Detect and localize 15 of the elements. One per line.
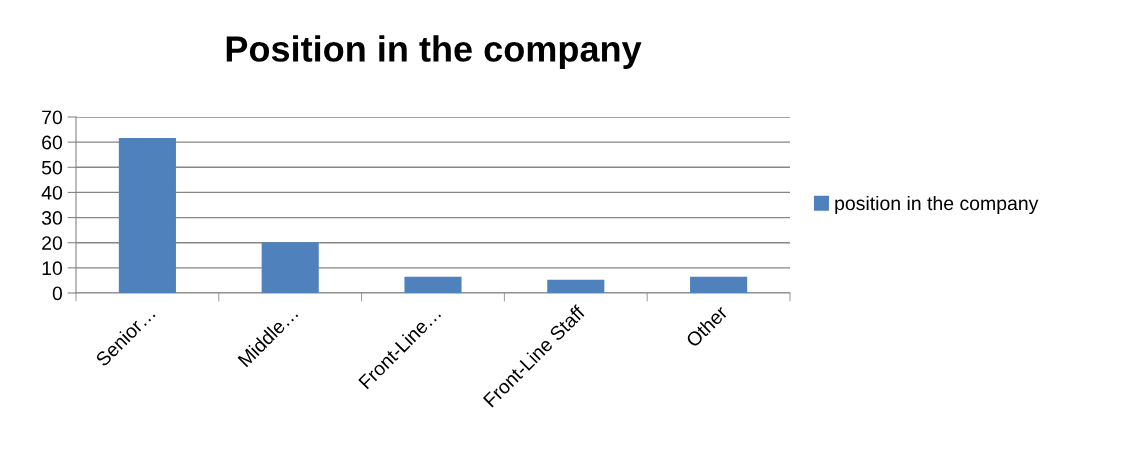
- y-tick-label: 70: [42, 110, 63, 125]
- y-tick-label: 20: [42, 236, 63, 250]
- bar: [690, 276, 748, 293]
- bar: [547, 279, 605, 293]
- y-tick-label: 30: [41, 211, 63, 225]
- y-tick-label: 60: [42, 135, 63, 150]
- bar: [118, 138, 176, 293]
- y-tick-label: 0: [52, 286, 63, 301]
- y-tick-label: 40: [41, 185, 63, 200]
- legend-label: position in the company: [835, 195, 1039, 215]
- y-tick-label: 10: [42, 261, 63, 276]
- y-tick-label: 50: [41, 160, 63, 175]
- bar: [261, 242, 319, 293]
- bar: [404, 276, 462, 293]
- chart-title: Position in the company: [226, 35, 642, 69]
